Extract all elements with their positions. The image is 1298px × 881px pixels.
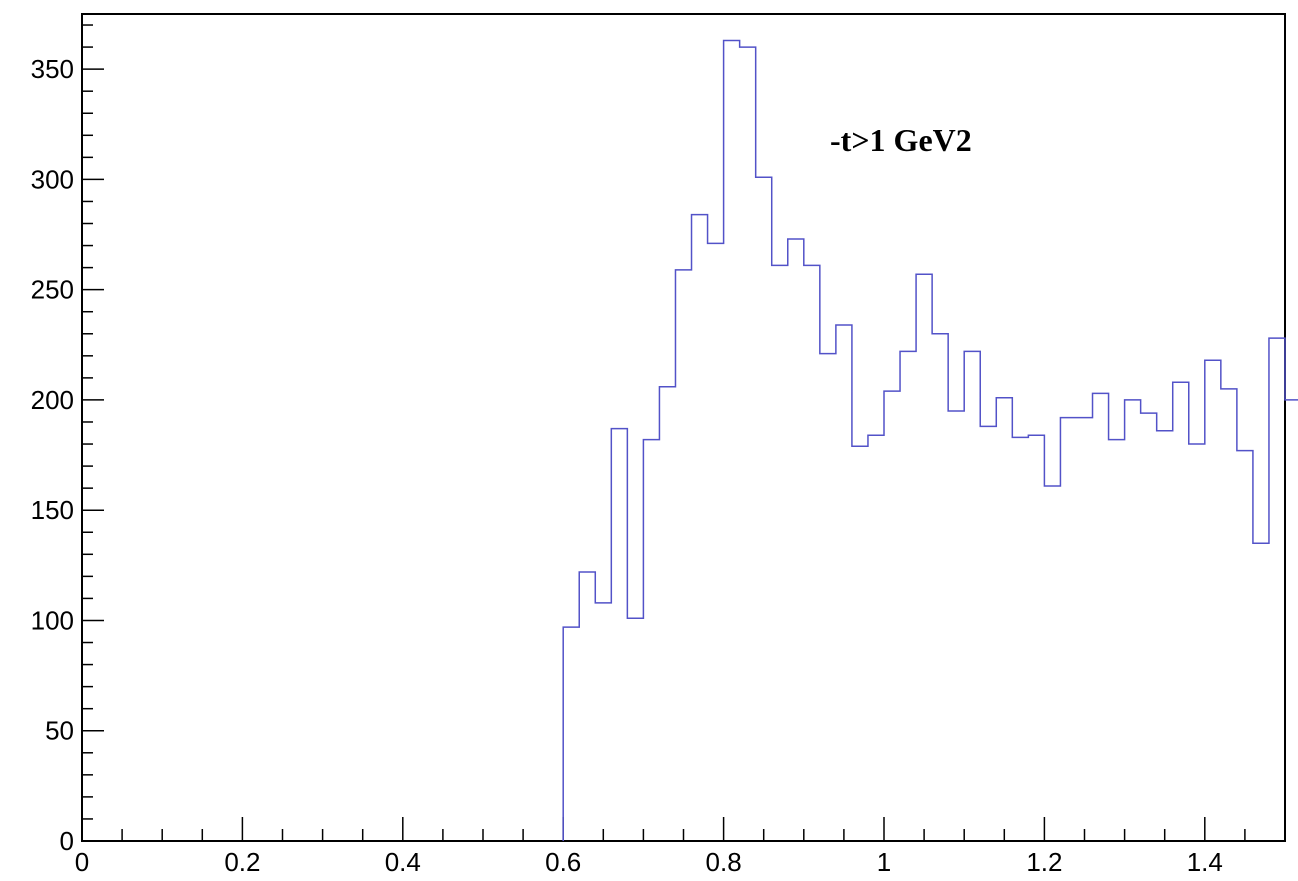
histogram-bin: [1285, 400, 1298, 841]
y-tick-label: 300: [31, 164, 74, 194]
histogram-bin: [820, 354, 836, 841]
y-tick-label: 200: [31, 385, 74, 415]
histogram-bin: [1221, 389, 1237, 841]
histogram-bin: [1044, 486, 1060, 841]
histogram-bin: [1253, 543, 1269, 841]
x-tick-label: 1.4: [1187, 847, 1223, 877]
histogram-bin: [804, 265, 820, 841]
y-tick-label: 50: [45, 716, 74, 746]
histogram-bin: [643, 440, 659, 841]
histogram-bin: [1028, 435, 1044, 841]
histogram-bin: [980, 426, 996, 841]
histogram-bin: [675, 270, 691, 841]
histogram-bin: [611, 429, 627, 841]
histogram-bin: [836, 325, 852, 841]
histogram-series: [562, 39, 1298, 841]
y-tick-label: 150: [31, 495, 74, 525]
y-tick-label: 0: [60, 826, 74, 856]
y-axis: 0 50 100 150 200 250 300 350: [31, 24, 104, 856]
histogram-bin: [788, 239, 804, 841]
histogram-bin: [948, 411, 964, 841]
histogram-bin: [1012, 437, 1028, 841]
x-tick-label: 0.2: [224, 847, 260, 877]
histogram-bin: [1189, 444, 1205, 841]
x-tick-label: 0.8: [706, 847, 742, 877]
histogram-bin: [659, 387, 675, 841]
histogram-bin: [1173, 382, 1189, 841]
histogram-bin: [740, 47, 756, 841]
histogram-bin: [627, 618, 643, 841]
x-axis: 0 0.2 0.4 0.6 0.8 1 1.2 1.4: [75, 817, 1286, 877]
histogram-bin: [708, 243, 724, 841]
histogram-bin: [996, 398, 1012, 841]
histogram-bin: [884, 391, 900, 841]
histogram-bin: [868, 435, 884, 841]
x-tick-label: 1: [877, 847, 891, 877]
histogram-bin: [916, 274, 932, 841]
histogram-bin: [1237, 451, 1253, 841]
histogram-bin: [964, 351, 980, 841]
histogram-bin: [1093, 393, 1109, 841]
histogram-bin: [772, 265, 788, 841]
histogram-bin: [1109, 440, 1125, 841]
x-tick-label: 0.4: [385, 847, 421, 877]
x-tick-label: 0: [75, 847, 89, 877]
histogram-bin: [724, 40, 740, 841]
histogram-bin: [852, 446, 868, 841]
histogram-bin: [1060, 418, 1076, 841]
histogram-bin: [1141, 413, 1157, 841]
histogram-bin: [932, 334, 948, 841]
histogram-bin: [563, 627, 579, 841]
histogram-bin: [595, 603, 611, 841]
x-tick-label: 0.6: [545, 847, 581, 877]
histogram-bin: [1125, 400, 1141, 841]
histogram-bin: [900, 351, 916, 841]
y-tick-label: 100: [31, 605, 74, 635]
x-tick-label: 1.2: [1026, 847, 1062, 877]
histogram-bin: [1269, 338, 1285, 841]
annotation-label: -t>1 GeV2: [830, 122, 972, 158]
histogram-bin: [692, 215, 708, 841]
histogram-bin: [1157, 431, 1173, 841]
histogram-outline: [562, 39, 1298, 841]
histogram-bin: [1205, 360, 1221, 841]
histogram-bin: [1076, 418, 1092, 841]
histogram-bin: [756, 177, 772, 841]
histogram-bin: [579, 572, 595, 841]
y-tick-label: 350: [31, 54, 74, 84]
y-tick-label: 250: [31, 275, 74, 305]
